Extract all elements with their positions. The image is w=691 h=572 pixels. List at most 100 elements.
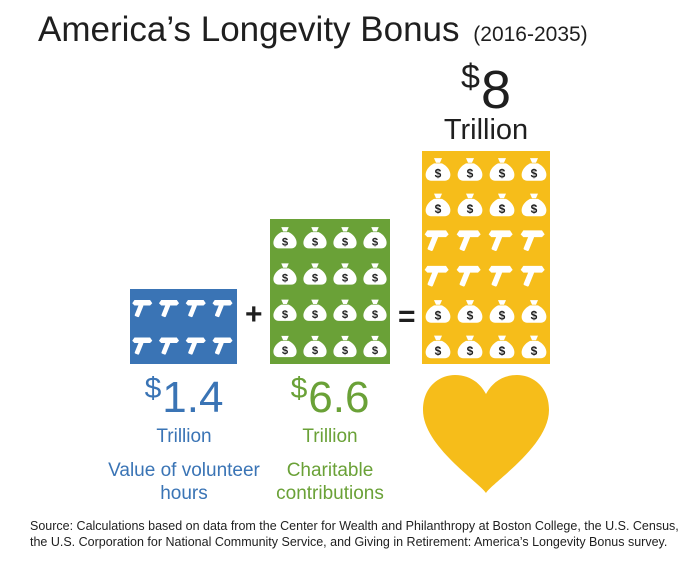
- hammer-icon: [456, 230, 481, 251]
- svg-text:$: $: [282, 309, 289, 321]
- charitable-block: $ $ $ $ $ $ $ $ $ $ $ $ $ $ $ $: [270, 219, 390, 364]
- volunteer-block: [130, 289, 237, 364]
- source-note: Source: Calculations based on data from …: [30, 519, 679, 549]
- svg-text:$: $: [312, 273, 319, 285]
- money-bag-icon: $: [457, 193, 483, 217]
- money-bag-icon: $: [273, 263, 297, 285]
- volunteer-currency: $: [144, 372, 162, 405]
- svg-text:$: $: [531, 166, 538, 180]
- hammer-icon: [132, 299, 153, 318]
- money-bag-icon: $: [521, 158, 547, 181]
- svg-text:$: $: [435, 166, 442, 180]
- charitable-unit: Trillion: [302, 426, 358, 447]
- money-bag-icon: $: [521, 335, 547, 359]
- svg-text:$: $: [467, 308, 474, 322]
- money-bag-icon: $: [457, 158, 483, 181]
- svg-text:$: $: [282, 273, 289, 285]
- charitable-label: Charitable contributions: [276, 460, 384, 504]
- money-bag-icon: $: [489, 158, 515, 181]
- svg-text:$: $: [531, 202, 538, 216]
- charitable-currency: $: [290, 372, 308, 405]
- svg-text:$: $: [342, 309, 349, 321]
- charitable-amount: $6.6: [270, 372, 390, 423]
- svg-text:$: $: [531, 308, 538, 322]
- hammer-icon: [520, 265, 545, 287]
- plus-operator: +: [245, 298, 263, 331]
- hammer-icon: [488, 265, 513, 287]
- money-bag-icon: $: [457, 335, 483, 359]
- svg-text:$: $: [531, 344, 538, 358]
- hammer-icon: [456, 265, 481, 287]
- volunteer-unit: Trillion: [156, 426, 212, 447]
- hammer-icon: [488, 230, 513, 251]
- svg-text:$: $: [312, 309, 319, 321]
- total-unit: Trillion: [443, 114, 529, 146]
- hammer-icon: [185, 337, 206, 355]
- svg-text:$: $: [342, 273, 349, 285]
- money-bag-icon: $: [425, 335, 451, 359]
- money-bag-icon: $: [489, 193, 515, 217]
- hammer-icon: [520, 230, 545, 251]
- money-bag-icon: $: [303, 299, 327, 321]
- svg-text:$: $: [435, 344, 442, 358]
- svg-text:$: $: [467, 166, 474, 180]
- volunteer-label: Value of volunteer hours: [108, 460, 260, 504]
- money-bag-icon: $: [489, 300, 515, 323]
- money-bag-icon: $: [363, 263, 387, 285]
- total-block-background: [422, 151, 550, 364]
- svg-text:$: $: [282, 236, 289, 248]
- svg-text:$: $: [372, 273, 379, 285]
- money-bag-icon: $: [521, 300, 547, 323]
- money-bag-icon: $: [303, 227, 327, 249]
- hammer-icon: [158, 299, 180, 318]
- money-bag-icon: $: [333, 299, 357, 321]
- svg-text:$: $: [499, 344, 506, 358]
- hammer-icon: [158, 337, 180, 355]
- money-bag-icon: $: [303, 335, 327, 358]
- money-bag-icon: $: [489, 335, 515, 359]
- money-bag-icon: $: [333, 227, 357, 249]
- money-bag-icon: $: [273, 227, 297, 249]
- money-bag-icon: $: [273, 335, 297, 358]
- svg-text:$: $: [499, 202, 506, 216]
- chart-subtitle: (2016-2035): [473, 23, 588, 46]
- hammer-icon: [424, 265, 449, 287]
- hammer-icon: [424, 230, 449, 251]
- charitable-value: 6.6: [308, 373, 370, 422]
- money-bag-icon: $: [363, 335, 387, 358]
- svg-text:$: $: [282, 345, 289, 357]
- svg-text:$: $: [342, 236, 349, 248]
- heart-icon: [423, 375, 549, 493]
- money-bag-icon: $: [425, 158, 451, 181]
- total-block: $ $ $ $ $ $ $ $ $ $ $ $ $ $ $ $: [422, 151, 550, 364]
- money-bag-icon: $: [363, 227, 387, 249]
- money-bag-icon: $: [273, 299, 297, 321]
- total-amount: $8: [422, 58, 550, 121]
- equals-operator: =: [398, 300, 416, 333]
- svg-text:$: $: [372, 309, 379, 321]
- money-bag-icon: $: [333, 263, 357, 285]
- total-value: 8: [480, 60, 511, 120]
- money-bag-icon: $: [425, 300, 451, 323]
- money-bag-icon: $: [333, 335, 357, 358]
- volunteer-amount: $1.4: [124, 372, 244, 423]
- heart-shape: [423, 375, 549, 493]
- svg-text:$: $: [467, 202, 474, 216]
- hammer-icon: [132, 337, 153, 355]
- svg-text:$: $: [435, 202, 442, 216]
- money-bag-icon: $: [363, 299, 387, 321]
- volunteer-value: 1.4: [162, 373, 224, 422]
- hammer-icon: [212, 337, 233, 355]
- svg-text:$: $: [312, 345, 319, 357]
- svg-text:$: $: [312, 236, 319, 248]
- total-currency: $: [461, 58, 480, 96]
- money-bag-icon: $: [425, 193, 451, 217]
- money-bag-icon: $: [521, 193, 547, 217]
- svg-text:$: $: [467, 344, 474, 358]
- money-bag-icon: $: [457, 300, 483, 323]
- svg-text:$: $: [499, 166, 506, 180]
- money-bag-icon: $: [303, 263, 327, 285]
- svg-text:$: $: [372, 236, 379, 248]
- hammer-icon: [185, 299, 206, 318]
- svg-text:$: $: [372, 345, 379, 357]
